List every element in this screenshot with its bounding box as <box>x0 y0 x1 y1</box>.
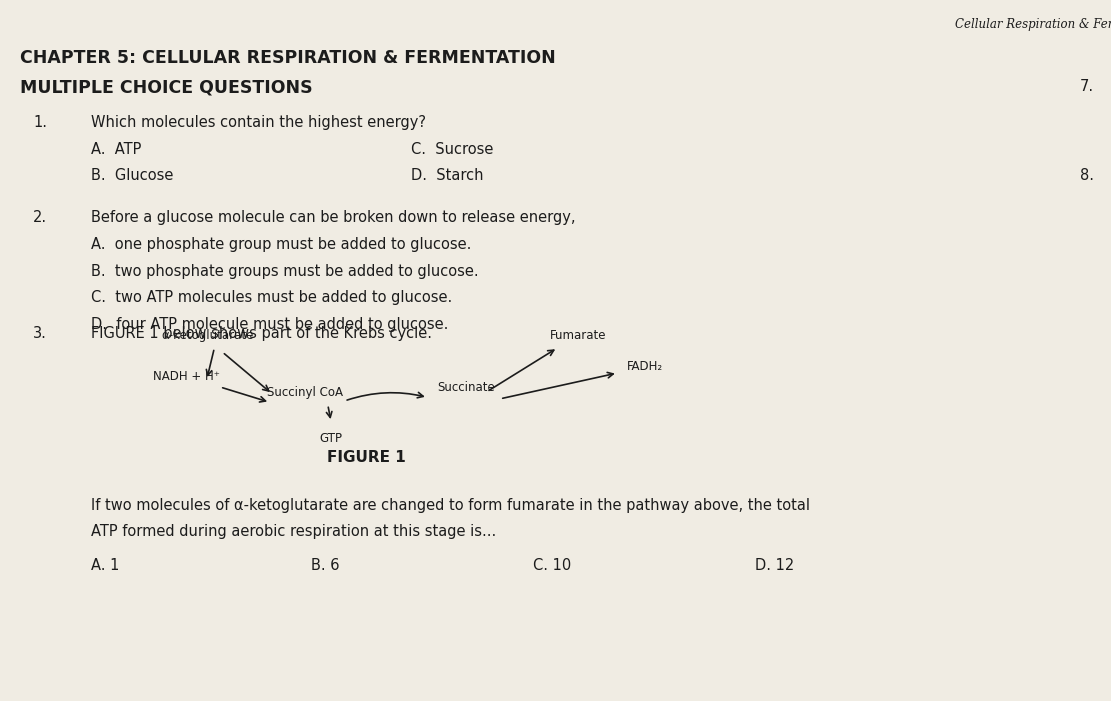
Text: Succinate: Succinate <box>438 381 496 394</box>
Text: 2.: 2. <box>33 210 48 225</box>
Text: B. 6: B. 6 <box>311 558 340 573</box>
Text: D.  four ATP molecule must be added to glucose.: D. four ATP molecule must be added to gl… <box>91 317 449 332</box>
Text: D. 12: D. 12 <box>755 558 794 573</box>
Text: FIGURE 1: FIGURE 1 <box>328 450 406 465</box>
Text: FADH₂: FADH₂ <box>627 360 663 373</box>
Text: CHAPTER 5: CELLULAR RESPIRATION & FERMENTATION: CHAPTER 5: CELLULAR RESPIRATION & FERMEN… <box>20 49 556 67</box>
Text: α-ketoglutarate: α-ketoglutarate <box>161 329 253 342</box>
Text: C.  two ATP molecules must be added to glucose.: C. two ATP molecules must be added to gl… <box>91 290 452 305</box>
Text: Fumarate: Fumarate <box>550 329 605 342</box>
Text: 3.: 3. <box>33 326 47 341</box>
Text: 1.: 1. <box>33 115 48 130</box>
Text: Succinyl CoA: Succinyl CoA <box>267 386 342 399</box>
Text: Cellular Respiration & Fermentation: Cellular Respiration & Fermentation <box>955 18 1111 31</box>
Text: GTP: GTP <box>320 432 342 445</box>
Text: C.  Sucrose: C. Sucrose <box>411 142 493 156</box>
Text: A.  one phosphate group must be added to glucose.: A. one phosphate group must be added to … <box>91 237 471 252</box>
Text: Which molecules contain the highest energy?: Which molecules contain the highest ener… <box>91 115 427 130</box>
Text: D.  Starch: D. Starch <box>411 168 483 183</box>
Text: B.  Glucose: B. Glucose <box>91 168 173 183</box>
Text: NADH + H⁺: NADH + H⁺ <box>153 370 220 383</box>
Text: MULTIPLE CHOICE QUESTIONS: MULTIPLE CHOICE QUESTIONS <box>20 79 312 97</box>
Text: If two molecules of α-ketoglutarate are changed to form fumarate in the pathway : If two molecules of α-ketoglutarate are … <box>91 498 810 512</box>
Text: FIGURE 1 below shows part of the Krebs cycle.: FIGURE 1 below shows part of the Krebs c… <box>91 326 432 341</box>
Text: 7.: 7. <box>1080 79 1094 93</box>
Text: A.  ATP: A. ATP <box>91 142 141 156</box>
Text: B.  two phosphate groups must be added to glucose.: B. two phosphate groups must be added to… <box>91 264 479 278</box>
Text: ATP formed during aerobic respiration at this stage is...: ATP formed during aerobic respiration at… <box>91 524 497 539</box>
Text: A. 1: A. 1 <box>91 558 120 573</box>
Text: C. 10: C. 10 <box>533 558 571 573</box>
Text: Before a glucose molecule can be broken down to release energy,: Before a glucose molecule can be broken … <box>91 210 575 225</box>
Text: 8.: 8. <box>1080 168 1094 183</box>
